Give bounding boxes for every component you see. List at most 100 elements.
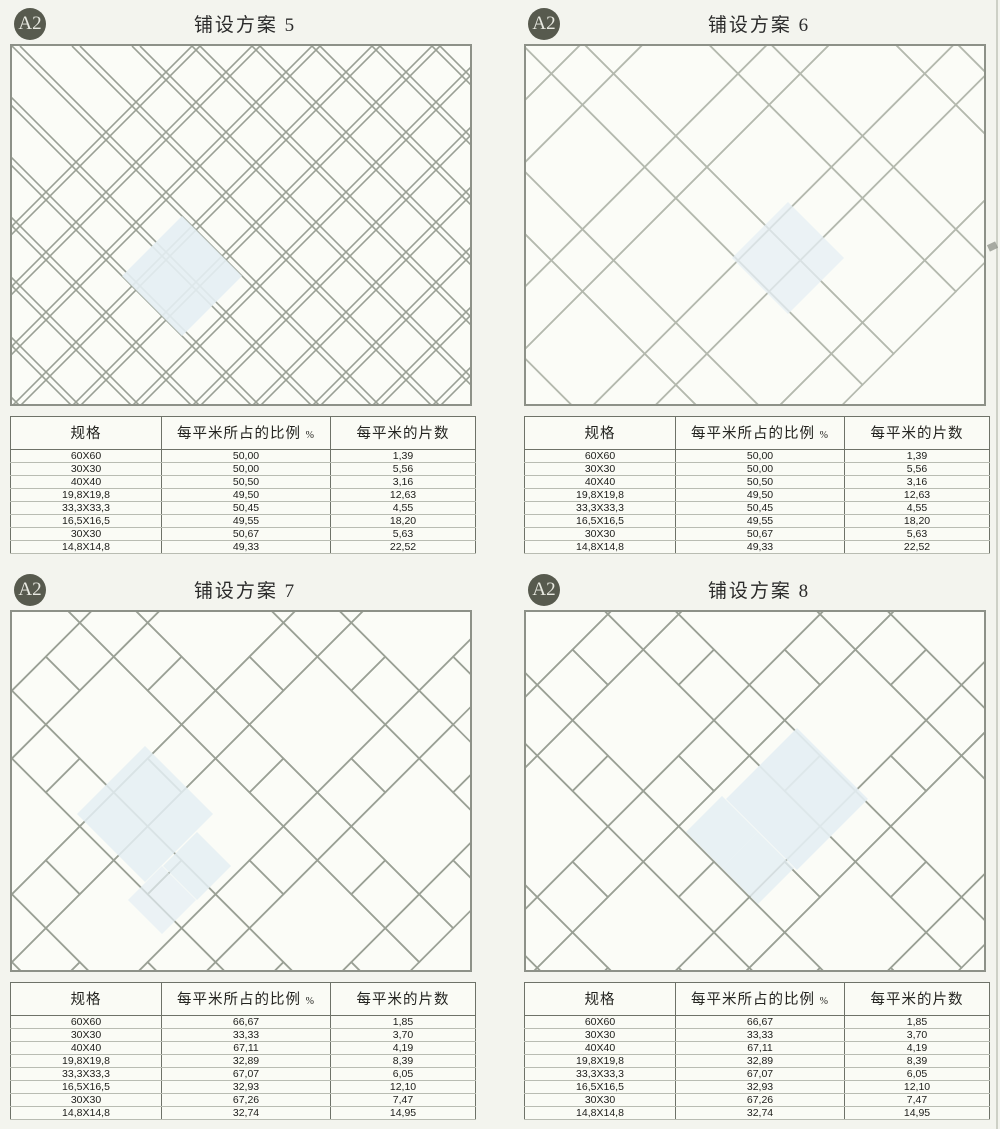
cell-ratio: 50,00 <box>161 449 331 463</box>
cell-spec: 33,3X33,3 <box>10 501 162 515</box>
cell-ratio: 50,00 <box>675 462 845 476</box>
cell-ratio: 32,89 <box>161 1054 331 1068</box>
cell-spec: 30X30 <box>524 1028 676 1042</box>
panel-8-header: A2 铺设方案 8 <box>524 570 994 610</box>
table-row: 33,3X33,3 67,07 6,05 <box>10 1067 476 1081</box>
badge-a2: A2 <box>528 574 560 606</box>
cell-ratio: 32,74 <box>675 1106 845 1120</box>
cell-ratio: 50,67 <box>161 527 331 541</box>
cell-count: 3,70 <box>844 1028 990 1042</box>
cell-spec: 33,3X33,3 <box>524 501 676 515</box>
cell-spec: 19,8X19,8 <box>524 1054 676 1068</box>
scan-edge-line <box>996 0 998 1129</box>
cell-spec: 33,3X33,3 <box>10 1067 162 1081</box>
cell-count: 1,85 <box>330 1015 476 1029</box>
cell-count: 6,05 <box>844 1067 990 1081</box>
cell-count: 6,05 <box>330 1067 476 1081</box>
table-row: 30X30 67,26 7,47 <box>524 1093 990 1107</box>
cell-ratio: 67,26 <box>161 1093 331 1107</box>
cell-count: 1,39 <box>330 449 476 463</box>
cell-ratio: 67,11 <box>161 1041 331 1055</box>
table-row: 40X40 50,50 3,16 <box>524 475 990 489</box>
table-row: 33,3X33,3 50,45 4,55 <box>10 501 476 515</box>
cell-count: 18,20 <box>844 514 990 528</box>
cell-count: 1,39 <box>844 449 990 463</box>
table-row: 19,8X19,8 49,50 12,63 <box>10 488 476 502</box>
tile-pattern-svg-7 <box>12 612 470 970</box>
cell-ratio: 32,93 <box>161 1080 331 1094</box>
cell-count: 5,56 <box>844 462 990 476</box>
page-title: 铺设方案 6 <box>707 15 811 36</box>
col-header-spec: 规格 <box>524 416 676 450</box>
page-title: 铺设方案 7 <box>193 581 297 602</box>
cell-count: 8,39 <box>844 1054 990 1068</box>
col-header-ratio: 每平米所占的比例 % <box>161 982 331 1016</box>
cell-spec: 14,8X14,8 <box>524 1106 676 1120</box>
table-header-row: 规格 每平米所占的比例 % 每平米的片数 <box>10 416 476 450</box>
cell-spec: 30X30 <box>10 527 162 541</box>
cell-spec: 40X40 <box>524 475 676 489</box>
cell-count: 7,47 <box>844 1093 990 1107</box>
cell-spec: 19,8X19,8 <box>524 488 676 502</box>
panel-6-header: A2 铺设方案 6 <box>524 4 994 44</box>
cell-spec: 60X60 <box>10 1015 162 1029</box>
cell-count: 4,19 <box>330 1041 476 1055</box>
table-row: 16,5X16,5 49,55 18,20 <box>10 514 476 528</box>
table-row: 33,3X33,3 50,45 4,55 <box>524 501 990 515</box>
cell-spec: 30X30 <box>10 1028 162 1042</box>
table-row: 19,8X19,8 49,50 12,63 <box>524 488 990 502</box>
table-header-row: 规格 每平米所占的比例 % 每平米的片数 <box>524 416 990 450</box>
cell-count: 3,16 <box>330 475 476 489</box>
table-row: 19,8X19,8 32,89 8,39 <box>524 1054 990 1068</box>
cell-ratio: 49,50 <box>675 488 845 502</box>
cell-count: 3,16 <box>844 475 990 489</box>
cell-ratio: 66,67 <box>161 1015 331 1029</box>
panel-5: A2 铺设方案 5 <box>10 4 480 554</box>
cell-count: 12,10 <box>844 1080 990 1094</box>
badge-a2: A2 <box>14 8 46 40</box>
cell-ratio: 50,50 <box>161 475 331 489</box>
cell-count: 5,56 <box>330 462 476 476</box>
table-row: 40X40 67,11 4,19 <box>10 1041 476 1055</box>
cell-ratio: 32,89 <box>675 1054 845 1068</box>
cell-spec: 40X40 <box>10 475 162 489</box>
page-title: 铺设方案 8 <box>707 581 811 602</box>
cell-count: 14,95 <box>330 1106 476 1120</box>
panel-5-header: A2 铺设方案 5 <box>10 4 480 44</box>
spec-table-7: 规格 每平米所占的比例 % 每平米的片数 60X60 66,67 1,85 30X30… <box>10 982 476 1120</box>
table-body-7: 60X60 66,67 1,85 30X30 33,33 3,70 40X40 67,11 4,… <box>10 1015 476 1120</box>
cell-count: 5,63 <box>844 527 990 541</box>
table-body-5: 60X60 50,00 1,39 30X30 50,00 5,56 40X40 50,50 3,… <box>10 449 476 554</box>
table-row: 60X60 50,00 1,39 <box>10 449 476 463</box>
table-row: 30X30 33,33 3,70 <box>10 1028 476 1042</box>
table-row: 30X30 67,26 7,47 <box>10 1093 476 1107</box>
tile-diagram-7 <box>10 610 472 972</box>
cell-ratio: 32,93 <box>675 1080 845 1094</box>
panel-8: A2 铺设方案 8 <box>524 570 994 1120</box>
col-header-spec: 规格 <box>10 982 162 1016</box>
cell-count: 22,52 <box>844 540 990 554</box>
cell-spec: 40X40 <box>524 1041 676 1055</box>
col-header-count: 每平米的片数 <box>844 982 990 1016</box>
cell-ratio: 32,74 <box>161 1106 331 1120</box>
table-row: 14,8X14,8 49,33 22,52 <box>524 540 990 554</box>
cell-ratio: 50,45 <box>161 501 331 515</box>
table-row: 33,3X33,3 67,07 6,05 <box>524 1067 990 1081</box>
cell-count: 1,85 <box>844 1015 990 1029</box>
cell-spec: 30X30 <box>524 1093 676 1107</box>
cell-ratio: 49,50 <box>161 488 331 502</box>
cell-count: 7,47 <box>330 1093 476 1107</box>
cell-ratio: 33,33 <box>161 1028 331 1042</box>
table-row: 40X40 67,11 4,19 <box>524 1041 990 1055</box>
cell-spec: 16,5X16,5 <box>10 1080 162 1094</box>
cell-count: 3,70 <box>330 1028 476 1042</box>
tile-pattern-svg-8 <box>526 612 984 970</box>
cell-count: 18,20 <box>330 514 476 528</box>
cell-ratio: 49,55 <box>675 514 845 528</box>
cell-ratio: 33,33 <box>675 1028 845 1042</box>
cell-spec: 19,8X19,8 <box>10 1054 162 1068</box>
table-row: 30X30 50,67 5,63 <box>524 527 990 541</box>
col-header-count: 每平米的片数 <box>844 416 990 450</box>
col-header-ratio: 每平米所占的比例 % <box>675 416 845 450</box>
cell-count: 12,63 <box>330 488 476 502</box>
